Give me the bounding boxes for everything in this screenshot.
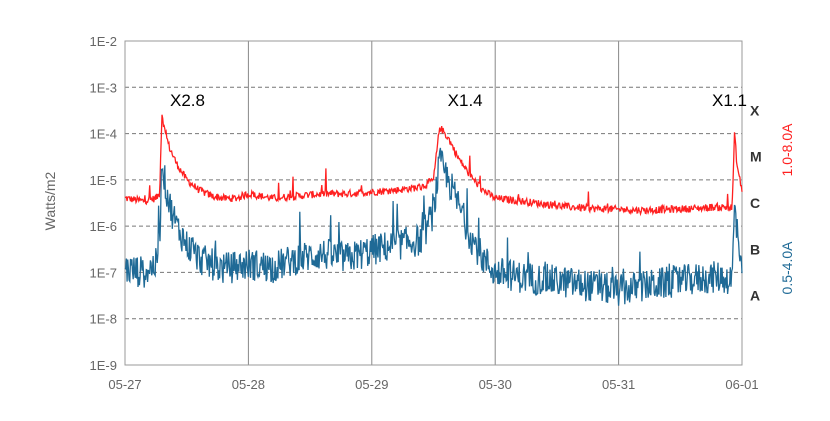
series-line-1 [124,114,743,217]
plot-frame [124,40,743,366]
legend-series-2: 0.5-4.0A [779,241,795,295]
y-axis: 1E-9 1E-8 1E-7 1E-6 1E-5 1E-4 1E-3 1E-2 [90,34,117,373]
flare-class-m: M [750,149,762,165]
flare-class-x: X [750,102,760,118]
y-tick-label: 1E-7 [90,265,117,280]
flare-annotation: X1.4 [448,91,483,110]
x-tick-label: 05-31 [602,377,635,392]
y-tick-label: 1E-9 [90,358,117,373]
flare-class-c: C [750,195,760,211]
series-lines [124,114,743,306]
y-tick-label: 1E-5 [90,173,117,188]
y-tick-label: 1E-2 [90,34,117,49]
y-tick-label: 1E-3 [90,80,117,95]
x-tick-label: 05-27 [108,377,141,392]
flare-class-b: B [750,241,760,257]
y-axis-title: Watts/m2 [42,171,58,230]
flare-annotation: X1.1 [712,91,747,110]
flare-class-labels: A B C M X [750,102,762,303]
x-tick-label: 05-28 [232,377,265,392]
y-tick-label: 1E-8 [90,312,117,327]
flare-annotations: X2.8 X1.4 X1.1 [170,91,747,110]
x-axis: 05-27 05-28 05-29 05-30 05-31 06-01 [108,377,758,392]
y-tick-label: 1E-4 [90,127,117,142]
series-line-2 [124,147,743,306]
y-tick-label: 1E-6 [90,219,117,234]
legend-series-1: 1.0-8.0A [779,123,795,177]
flare-annotation: X2.8 [170,91,205,110]
x-tick-label: 05-29 [355,377,388,392]
x-tick-label: 06-01 [725,377,758,392]
flare-class-a: A [750,288,760,304]
x-tick-label: 05-30 [479,377,512,392]
